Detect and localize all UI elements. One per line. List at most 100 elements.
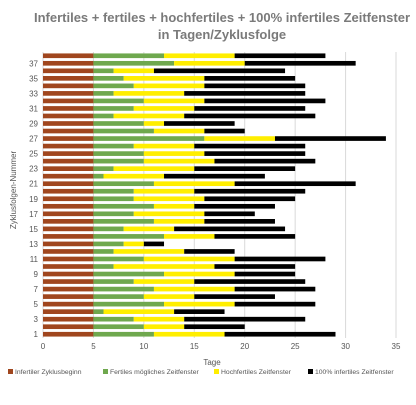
bar-segment-row-29-series-3 [143,121,165,126]
y-tick-label-17: 17 [29,210,38,219]
bar-segment-row-26-series-1 [43,143,94,149]
bar-segment-row-33-series-3 [113,91,185,96]
bar-segment-row-25-series-3 [143,151,205,156]
bar-segment-row-16-series-3 [153,219,205,224]
bar-segment-row-31-series-2 [93,106,134,111]
bar-segment-row-38-series-3 [164,53,235,59]
bar-segment-row-17-series-4 [204,211,255,217]
bar-segment-row-11-series-4 [234,256,326,262]
bar-segment-row-28-series-4 [204,128,245,134]
legend-label-2: Fertiles mögliches Zeitfenster [110,369,200,376]
bar-segment-row-21-series-2 [93,181,154,187]
bar-segment-row-22-series-1 [43,173,94,179]
legend-swatch-3 [214,369,219,374]
bar-segment-row-8-series-1 [43,279,94,284]
bar-segment-row-17-series-1 [43,211,94,217]
bar-segment-row-26-series-3 [133,143,195,149]
bar-segment-row-37-series-1 [43,60,94,66]
bar-segment-row-12-series-2 [93,249,114,254]
legend-label-4: 100% infertiles Zeitfenster [315,369,394,376]
y-tick-label-29: 29 [29,120,38,129]
bar-segment-row-13-series-2 [93,241,124,247]
bar-segment-row-35-series-3 [123,76,205,81]
bar-segment-row-9-series-4 [234,271,296,277]
bar-segment-row-30-series-2 [93,113,114,119]
y-tick-label-1: 1 [34,330,39,339]
bar-segment-row-14-series-2 [93,234,165,239]
y-tick-label-23: 23 [29,165,38,174]
bar-segment-row-7-series-3 [153,286,235,292]
y-tick-label-7: 7 [34,285,39,294]
x-tick-label-10: 10 [139,342,148,351]
x-tick-label-5: 5 [91,342,96,351]
bar-segment-row-29-series-4 [164,121,235,126]
chart-title-line-2: in Tagen/Zyklusfolge [158,27,286,42]
bar-segment-row-2-series-4 [184,324,245,330]
legend-swatch-4 [308,369,313,374]
bar-segment-row-12-series-3 [113,249,185,254]
bar-segment-row-15-series-1 [43,226,94,232]
x-tick-label-30: 30 [341,342,350,351]
bar-segment-row-38-series-1 [43,53,94,59]
x-tick-label-0: 0 [41,342,46,351]
bars-group [43,53,386,337]
bar-segment-row-20-series-4 [194,188,306,194]
legend: Infertiler Zyklusbeginn Fertiles mögliche… [8,369,394,376]
bar-segment-row-27-series-3 [204,136,275,141]
bar-segment-row-18-series-1 [43,203,94,209]
bar-segment-row-12-series-4 [184,249,235,254]
y-tick-label-35: 35 [29,74,38,83]
bar-segment-row-1-series-1 [43,331,94,337]
x-tick-label-15: 15 [190,342,199,351]
y-tick-label-3: 3 [34,315,39,324]
bar-segment-row-28-series-3 [153,128,205,134]
bar-segment-row-32-series-4 [204,98,326,104]
bar-segment-row-18-series-4 [194,203,275,209]
bar-segment-row-4-series-4 [174,309,225,314]
y-tick-label-19: 19 [29,195,38,204]
bar-segment-row-12-series-1 [43,249,94,254]
bar-segment-row-14-series-1 [43,234,94,239]
bar-segment-row-37-series-3 [174,60,245,66]
y-tick-label-31: 31 [29,104,38,113]
bar-segment-row-4-series-3 [103,309,175,314]
bar-segment-row-24-series-4 [214,158,316,164]
bar-segment-row-38-series-2 [93,53,165,59]
bar-segment-row-23-series-4 [194,166,296,171]
bar-segment-row-5-series-3 [164,301,235,307]
bar-segment-row-15-series-3 [123,226,175,232]
bar-segment-row-4-series-1 [43,309,94,314]
bar-segment-row-3-series-3 [133,316,185,322]
bar-segment-row-31-series-4 [194,106,306,111]
bar-segment-row-33-series-4 [184,91,306,96]
bar-segment-row-14-series-4 [214,234,296,239]
bar-segment-row-6-series-2 [93,294,144,299]
bar-segment-row-17-series-3 [133,211,205,217]
bar-segment-row-34-series-1 [43,83,94,89]
bar-segment-row-4-series-2 [93,309,104,314]
y-tick-label-27: 27 [29,135,38,144]
bar-segment-row-35-series-2 [93,76,124,81]
bar-segment-row-17-series-2 [93,211,134,217]
bar-segment-row-33-series-1 [43,91,94,96]
bar-segment-row-22-series-4 [164,173,265,179]
bar-segment-row-31-series-3 [133,106,195,111]
bar-segment-row-3-series-4 [184,316,306,322]
bar-segment-row-9-series-2 [93,271,165,277]
bar-segment-row-27-series-4 [274,136,386,141]
bar-segment-row-32-series-1 [43,98,94,104]
bar-segment-row-25-series-1 [43,151,94,156]
bar-segment-row-11-series-1 [43,256,94,262]
bar-segment-row-9-series-3 [164,271,235,277]
bar-segment-row-10-series-1 [43,264,94,269]
bar-segment-row-32-series-2 [93,98,144,104]
bar-segment-row-21-series-4 [234,181,356,187]
bar-segment-row-1-series-4 [224,331,336,337]
bar-segment-row-21-series-3 [153,181,235,187]
bar-segment-row-15-series-4 [174,226,286,232]
bar-segment-row-5-series-1 [43,301,94,307]
bar-segment-row-26-series-4 [194,143,306,149]
bar-segment-row-13-series-3 [123,241,144,247]
bar-segment-row-6-series-1 [43,294,94,299]
